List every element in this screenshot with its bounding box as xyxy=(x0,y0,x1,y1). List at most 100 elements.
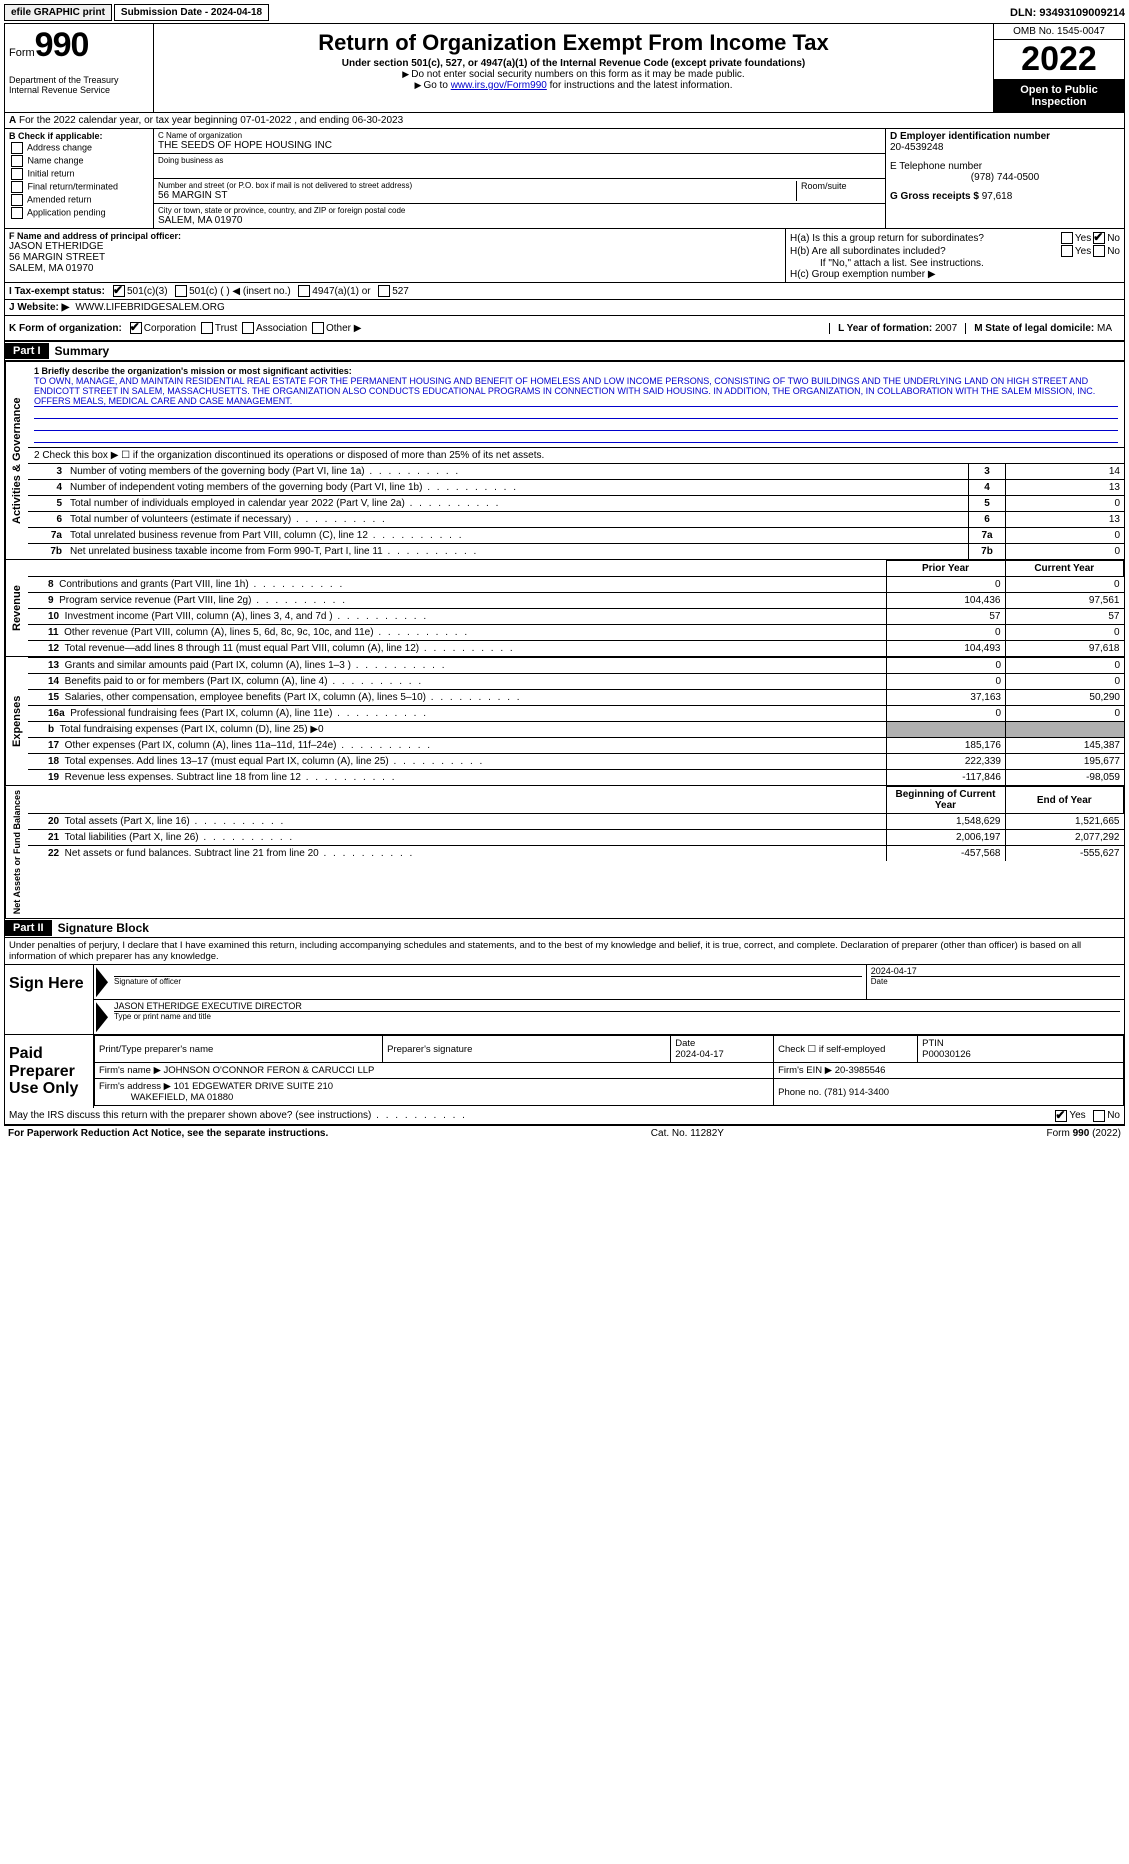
officer-street: 56 MARGIN STREET xyxy=(9,252,781,263)
hb-note: If "No," attach a list. See instructions… xyxy=(790,258,1120,269)
discuss-yes[interactable] xyxy=(1055,1110,1067,1122)
hb-yes[interactable] xyxy=(1061,245,1073,257)
row-j: J Website: ▶ WWW.LIFEBRIDGESALEM.ORG xyxy=(5,300,1124,316)
sign-here-label: Sign Here xyxy=(5,965,93,1034)
f-label: F Name and address of principal officer: xyxy=(9,231,781,241)
sig-name: JASON ETHERIDGE EXECUTIVE DIRECTOR xyxy=(114,1001,1120,1011)
section-fh: F Name and address of principal officer:… xyxy=(5,229,1124,283)
table-row: 22 Net assets or fund balances. Subtract… xyxy=(28,846,1124,862)
prep-h4[interactable]: Check ☐ if self-employed xyxy=(774,1036,918,1063)
cb-final-return[interactable]: Final return/terminated xyxy=(9,181,149,193)
table-row: 18 Total expenses. Add lines 13–17 (must… xyxy=(28,754,1124,770)
top-bar: efile GRAPHIC print Submission Date - 20… xyxy=(4,4,1125,21)
addr-label: Firm's address ▶ xyxy=(99,1081,171,1092)
exp-table: 13 Grants and similar amounts paid (Part… xyxy=(28,657,1124,785)
ha-yes[interactable] xyxy=(1061,232,1073,244)
j-label: J Website: ▶ xyxy=(9,302,69,313)
part-i-badge: Part I xyxy=(5,343,49,359)
period-text: For the 2022 calendar year, or tax year … xyxy=(19,115,403,126)
cb-other[interactable] xyxy=(312,322,324,334)
footer-left: For Paperwork Reduction Act Notice, see … xyxy=(8,1128,328,1139)
cb-assoc[interactable] xyxy=(242,322,254,334)
table-row: 7bNet unrelated business taxable income … xyxy=(28,544,1124,560)
form-title: Return of Organization Exempt From Incom… xyxy=(164,30,983,56)
officer-name: JASON ETHERIDGE xyxy=(9,241,781,252)
cb-trust[interactable] xyxy=(201,322,213,334)
tel-label: E Telephone number xyxy=(890,161,1120,172)
phone-label: Phone no. xyxy=(778,1087,821,1098)
footer-right: Form 990 (2022) xyxy=(1047,1128,1122,1139)
exp-block: Expenses 13 Grants and similar amounts p… xyxy=(5,656,1124,785)
discuss-q: May the IRS discuss this return with the… xyxy=(9,1110,1053,1121)
part-i-title: Summary xyxy=(49,342,116,360)
goto-label: Go to xyxy=(415,80,451,91)
prep-h1: Print/Type preparer's name xyxy=(95,1036,383,1063)
prep-h3: Date2024-04-17 xyxy=(671,1036,774,1063)
mission-text: TO OWN, MANAGE, AND MAINTAIN RESIDENTIAL… xyxy=(34,376,1118,407)
open-public-badge: Open to Public Inspection xyxy=(994,80,1124,112)
dba-label: Doing business as xyxy=(158,156,881,165)
row-a-period: A For the 2022 calendar year, or tax yea… xyxy=(5,113,1124,129)
prep-h2: Preparer's signature xyxy=(383,1036,671,1063)
hb-no[interactable] xyxy=(1093,245,1105,257)
note-ssn: Do not enter social security numbers on … xyxy=(164,69,983,80)
cb-527[interactable] xyxy=(378,285,390,297)
hb-label: H(b) Are all subordinates included? xyxy=(790,246,1059,257)
section-bcd: B Check if applicable: Address change Na… xyxy=(5,129,1124,229)
th-prior: Prior Year xyxy=(886,561,1005,577)
th-cur: Current Year xyxy=(1005,561,1124,577)
tel: (978) 744-0500 xyxy=(890,172,1120,183)
efile-button[interactable]: efile GRAPHIC print xyxy=(4,4,112,21)
table-row: 17 Other expenses (Part IX, column (A), … xyxy=(28,738,1124,754)
cb-name-change[interactable]: Name change xyxy=(9,155,149,167)
form-prefix: Form xyxy=(9,47,35,59)
sign-here-block: Sign Here Signature of officer 2024-04-1… xyxy=(5,964,1124,1034)
cb-amended[interactable]: Amended return xyxy=(9,194,149,206)
k-label: K Form of organization: xyxy=(9,323,122,334)
phone: (781) 914-3400 xyxy=(824,1087,889,1098)
part-ii-title: Signature Block xyxy=(52,919,155,937)
year-formation: 2007 xyxy=(935,323,957,334)
header-center: Return of Organization Exempt From Incom… xyxy=(154,24,993,112)
table-row: 8 Contributions and grants (Part VIII, l… xyxy=(28,577,1124,593)
arrow-icon xyxy=(96,967,108,997)
line2: 2 Check this box ▶ ☐ if the organization… xyxy=(28,447,1124,463)
table-row: 10 Investment income (Part VIII, column … xyxy=(28,609,1124,625)
irs-link[interactable]: www.irs.gov/Form990 xyxy=(451,80,547,91)
cb-address-change[interactable]: Address change xyxy=(9,142,149,154)
discuss-no[interactable] xyxy=(1093,1110,1105,1122)
table-row: b Total fundraising expenses (Part IX, c… xyxy=(28,722,1124,738)
ein: 20-4539248 xyxy=(890,142,1120,153)
form-number: Form990 xyxy=(9,26,149,65)
org-name: THE SEEDS OF HOPE HOUSING INC xyxy=(158,140,881,151)
cb-corp[interactable] xyxy=(130,322,142,334)
gov-vlabel: Activities & Governance xyxy=(5,362,28,559)
footer: For Paperwork Reduction Act Notice, see … xyxy=(4,1125,1125,1141)
ha-no[interactable] xyxy=(1093,232,1105,244)
net-block: Net Assets or Fund Balances Beginning of… xyxy=(5,785,1124,918)
penalty-text: Under penalties of perjury, I declare th… xyxy=(5,938,1124,964)
name-label: C Name of organization xyxy=(158,131,881,140)
addr1: 101 EDGEWATER DRIVE SUITE 210 xyxy=(174,1081,333,1092)
col-d: D Employer identification number 20-4539… xyxy=(886,129,1124,228)
preparer-block: Paid Preparer Use Only Print/Type prepar… xyxy=(5,1034,1124,1108)
th-beg: Beginning of Current Year xyxy=(886,787,1005,814)
gross: 97,618 xyxy=(982,191,1013,202)
net-table: Beginning of Current YearEnd of Year 20 … xyxy=(28,786,1124,861)
hc-label: H(c) Group exemption number ▶ xyxy=(790,269,1120,280)
arrow-icon-2 xyxy=(96,1002,108,1032)
firm-name: JOHNSON O'CONNOR FERON & CARUCCI LLP xyxy=(164,1065,375,1076)
table-row: 7aTotal unrelated business revenue from … xyxy=(28,528,1124,544)
part-ii-header: Part II Signature Block xyxy=(5,918,1124,938)
cb-501c[interactable] xyxy=(175,285,187,297)
exp-vlabel: Expenses xyxy=(5,657,28,785)
cb-application[interactable]: Application pending xyxy=(9,207,149,219)
cb-4947[interactable] xyxy=(298,285,310,297)
header-right: OMB No. 1545-0047 2022 Open to Public In… xyxy=(993,24,1124,112)
table-row: 14 Benefits paid to or for members (Part… xyxy=(28,674,1124,690)
mission-label: 1 Briefly describe the organization's mi… xyxy=(34,366,1118,376)
table-row: 20 Total assets (Part X, line 16)1,548,6… xyxy=(28,814,1124,830)
firm-ein-label: Firm's EIN ▶ xyxy=(778,1065,832,1076)
cb-501c3[interactable] xyxy=(113,285,125,297)
cb-initial-return[interactable]: Initial return xyxy=(9,168,149,180)
